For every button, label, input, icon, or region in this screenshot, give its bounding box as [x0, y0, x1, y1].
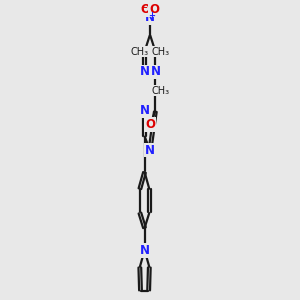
- Text: CH₃: CH₃: [130, 46, 148, 57]
- Text: N: N: [140, 244, 150, 256]
- Text: O: O: [141, 3, 151, 16]
- Text: N: N: [145, 11, 155, 24]
- Text: N: N: [140, 65, 150, 79]
- Text: N: N: [150, 65, 161, 79]
- Text: +: +: [148, 11, 155, 20]
- Text: −: −: [140, 3, 147, 12]
- Text: O: O: [145, 118, 155, 131]
- Text: CH₃: CH₃: [152, 85, 170, 96]
- Text: CH₃: CH₃: [152, 46, 170, 57]
- Text: N: N: [145, 143, 155, 157]
- Text: N: N: [140, 104, 150, 118]
- Text: O: O: [149, 3, 159, 16]
